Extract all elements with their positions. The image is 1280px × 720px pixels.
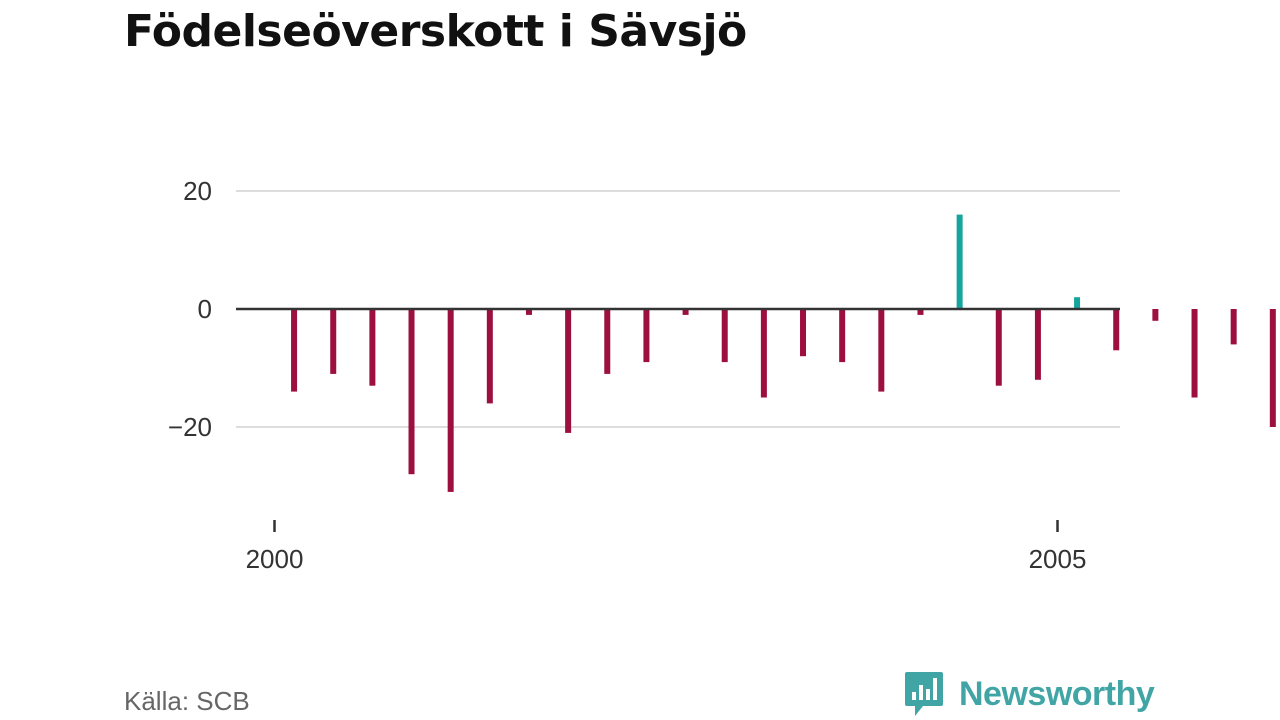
- bar-q25: [1230, 309, 1237, 345]
- bar-q2: [330, 309, 337, 374]
- newsworthy-bar-chart-icon: [905, 672, 943, 716]
- y-tick-label: 0: [198, 294, 212, 324]
- bar-q24: [1191, 309, 1198, 398]
- bar-q23: [1152, 309, 1159, 321]
- bar-q6: [486, 309, 493, 404]
- x-tick-label: 2005: [1029, 544, 1087, 574]
- brand-logo: Newsworthy: [903, 670, 1155, 718]
- y-tick-label: −20: [168, 412, 212, 442]
- gridlines: [236, 190, 1120, 428]
- bar-q16: [878, 309, 885, 392]
- bar-q8: [565, 309, 572, 433]
- chart-title: Födelseöverskott i Sävsjö: [124, 6, 747, 57]
- bars: [291, 214, 1276, 492]
- bar-q26: [1269, 309, 1276, 427]
- bar-q17: [917, 309, 924, 315]
- bar-q15: [839, 309, 846, 363]
- brand-name: Newsworthy: [959, 674, 1155, 713]
- bar-q9: [604, 309, 611, 374]
- bar-q13: [760, 309, 767, 398]
- bar-q11: [682, 309, 689, 315]
- y-tick-label: 20: [183, 176, 212, 206]
- y-axis-ticks: 20 0 −20: [168, 176, 212, 442]
- bar-q1: [291, 309, 298, 392]
- bar-q4: [408, 309, 415, 475]
- bar-q20: [1034, 309, 1041, 380]
- source-label: Källa: SCB: [124, 686, 250, 716]
- x-axis-ticks: 200020052010201520202025: [246, 520, 1087, 574]
- bar-q10: [643, 309, 650, 363]
- chart-area: 200−20 200020052010201520202025: [168, 176, 1276, 574]
- bar-q18: [956, 214, 963, 309]
- bar-q19: [995, 309, 1002, 386]
- bar-q22: [1113, 309, 1120, 351]
- bar-q14: [800, 309, 807, 357]
- bar-q3: [369, 309, 376, 386]
- bar-q12: [721, 309, 728, 363]
- bar-q7: [525, 309, 532, 315]
- bar-q5: [447, 309, 454, 492]
- x-tick-label: 2000: [246, 544, 304, 574]
- bar-q21: [1074, 297, 1081, 309]
